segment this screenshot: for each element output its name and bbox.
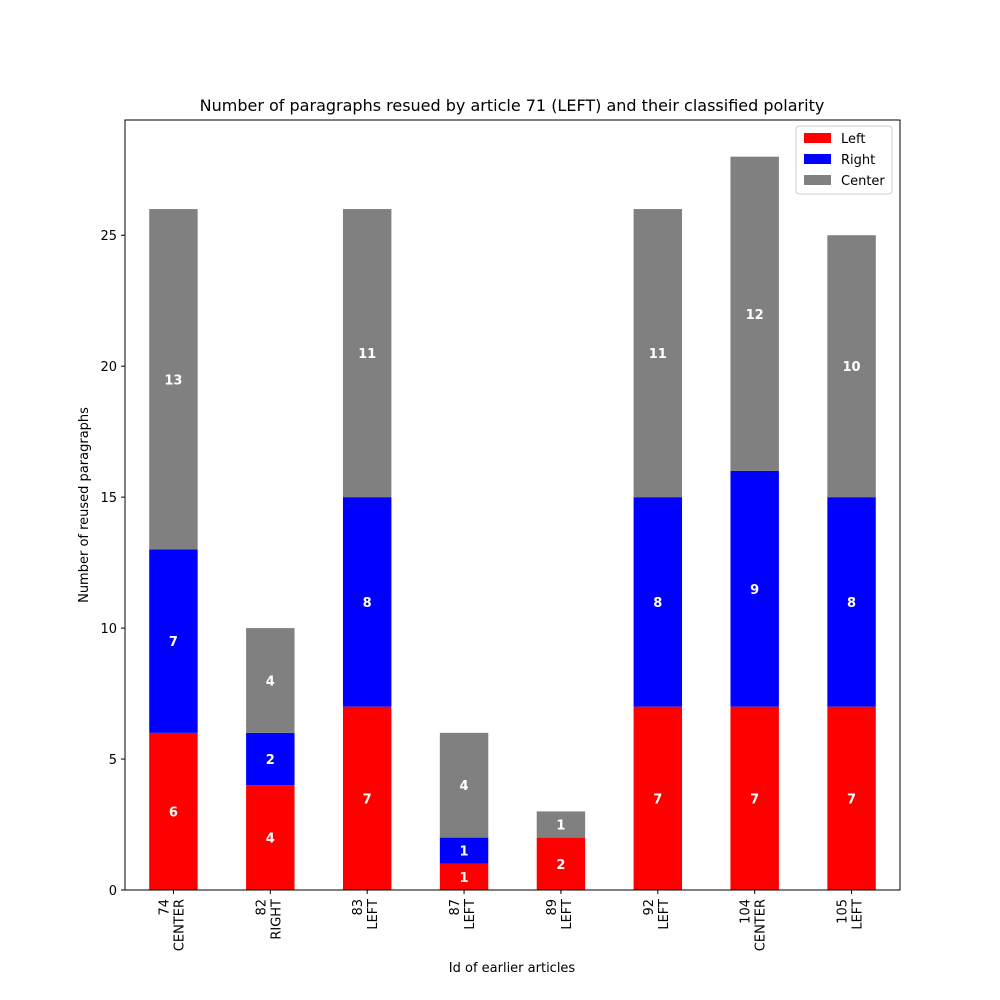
y-tick-label: 15 xyxy=(100,491,117,506)
x-tick-label-line: CENTER xyxy=(172,899,187,951)
y-axis: 0 5 10 15 20 25 xyxy=(100,229,125,899)
legend-label-left: Left xyxy=(841,132,865,147)
x-tick-label-line: 82 xyxy=(254,899,269,916)
bar-left-82 xyxy=(246,785,295,890)
legend-label-center: Center xyxy=(841,174,885,189)
bar-label-left-105: 7 xyxy=(847,792,856,807)
bar-center-104 xyxy=(730,156,779,471)
bar-label-center-87: 4 xyxy=(460,779,469,794)
y-tick-label: 20 xyxy=(100,360,117,375)
x-tick-label-line: RIGHT xyxy=(269,899,284,940)
x-tick-label-105: 105LEFT xyxy=(836,899,866,930)
x-tick-label-line: LEFT xyxy=(463,899,478,930)
x-tick-label-line: 104 xyxy=(739,899,754,924)
bar-label-center-74: 13 xyxy=(164,373,182,388)
bar-label-right-82: 2 xyxy=(266,753,275,768)
bar-right-92 xyxy=(633,497,683,707)
x-tick-label-line: 92 xyxy=(642,899,657,916)
bar-label-right-87: 1 xyxy=(460,845,469,860)
bar-center-83 xyxy=(342,209,392,498)
bar-center-92 xyxy=(633,209,683,498)
bar-center-89 xyxy=(536,811,586,838)
bar-left-74 xyxy=(149,732,198,890)
bar-label-right-74: 7 xyxy=(169,635,178,650)
bar-left-89 xyxy=(536,837,586,890)
bar-label-left-89: 2 xyxy=(556,858,565,873)
x-tick-label-104: 104CENTER xyxy=(739,899,769,951)
x-tick-label-line: LEFT xyxy=(657,899,672,930)
bar-label-center-92: 11 xyxy=(649,347,667,362)
legend-swatch-center xyxy=(804,175,831,185)
legend-label-right: Right xyxy=(841,153,875,168)
bar-left-87 xyxy=(439,863,489,890)
bar-label-left-83: 7 xyxy=(363,792,372,807)
y-axis-label: Number of reused paragraphs xyxy=(77,407,92,603)
x-tick-label-92: 92LEFT xyxy=(642,899,672,930)
bar-right-74 xyxy=(149,549,198,733)
bar-right-82 xyxy=(246,732,295,786)
x-tick-label-line: CENTER xyxy=(754,899,769,951)
bar-label-center-105: 10 xyxy=(843,360,861,375)
x-tick-label-89: 89LEFT xyxy=(545,899,575,930)
bar-label-right-105: 8 xyxy=(847,596,856,611)
bar-label-left-82: 4 xyxy=(266,832,275,847)
x-tick-label-line: 74 xyxy=(157,899,172,916)
bar-left-104 xyxy=(730,706,779,890)
bar-left-83 xyxy=(342,706,392,890)
bar-right-105 xyxy=(827,497,876,707)
bar-label-center-82: 4 xyxy=(266,674,275,689)
bar-center-82 xyxy=(246,628,295,733)
bar-left-92 xyxy=(633,706,683,890)
bar-label-right-92: 8 xyxy=(653,596,662,611)
bar-label-left-87: 1 xyxy=(460,871,469,886)
bar-label-left-74: 6 xyxy=(169,805,178,820)
x-tick-label-83: 83LEFT xyxy=(351,899,381,930)
x-tick-label-line: LEFT xyxy=(851,899,866,930)
bar-right-87 xyxy=(439,837,489,864)
x-tick-label-82: 82RIGHT xyxy=(254,899,284,940)
x-tick-label-line: 89 xyxy=(545,899,560,916)
y-tick-label: 0 xyxy=(109,884,117,899)
legend-swatch-right xyxy=(804,154,831,164)
x-tick-label-line: LEFT xyxy=(366,899,381,930)
bar-label-left-104: 7 xyxy=(750,792,759,807)
bar-center-87 xyxy=(439,732,489,838)
x-tick-label-line: 105 xyxy=(836,899,851,924)
x-tick-label-87: 87LEFT xyxy=(448,899,478,930)
bar-center-74 xyxy=(149,209,198,550)
bar-label-center-89: 1 xyxy=(556,819,565,834)
x-tick-label-line: LEFT xyxy=(560,899,575,930)
bar-right-104 xyxy=(730,470,779,707)
bar-right-83 xyxy=(342,497,392,707)
bar-label-center-104: 12 xyxy=(746,308,764,323)
bar-label-right-104: 9 xyxy=(750,583,759,598)
x-tick-label-line: 83 xyxy=(351,899,366,916)
bar-label-right-83: 8 xyxy=(363,596,372,611)
bar-label-left-92: 7 xyxy=(653,792,662,807)
bar-left-105 xyxy=(827,706,876,890)
y-tick-label: 10 xyxy=(100,622,117,637)
chart-title: Number of paragraphs resued by article 7… xyxy=(200,96,825,115)
x-axis: 74CENTER 82RIGHT 83LEFT 87LEFT 89LEFT 92LEFT 1… xyxy=(157,890,866,951)
bar-label-center-83: 11 xyxy=(358,347,376,362)
x-tick-label-line: 87 xyxy=(448,899,463,916)
y-tick-label: 5 xyxy=(109,753,117,768)
plot-frame xyxy=(124,119,901,891)
legend-swatch-left xyxy=(804,133,831,143)
x-axis-label: Id of earlier articles xyxy=(449,961,576,976)
legend: Left Right Center xyxy=(795,125,893,195)
x-tick-label-74: 74CENTER xyxy=(157,899,187,951)
bar-center-105 xyxy=(827,235,876,498)
y-tick-label: 25 xyxy=(100,229,117,244)
